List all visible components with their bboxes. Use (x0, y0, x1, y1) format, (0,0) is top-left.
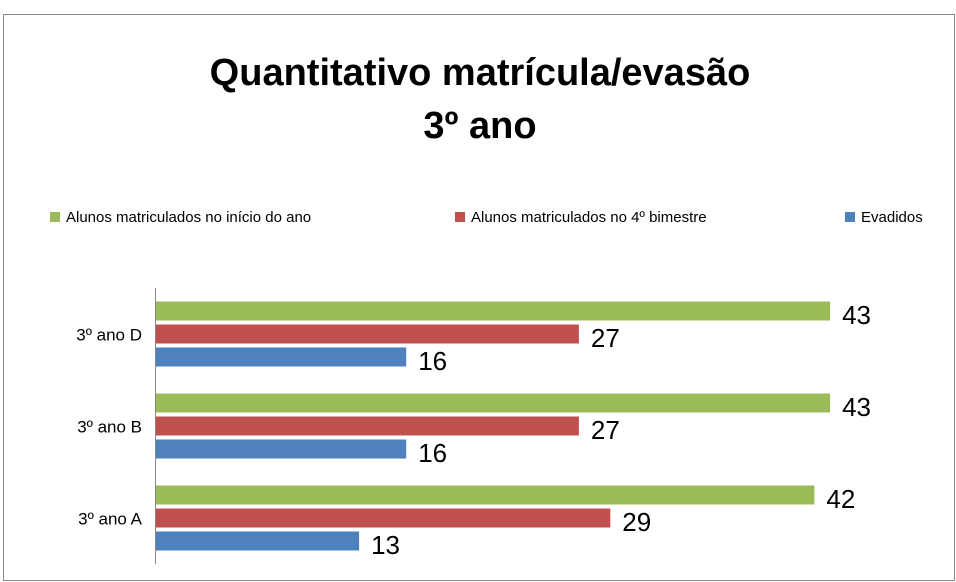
legend-swatch (455, 212, 465, 222)
bar (155, 416, 579, 436)
legend-label: Alunos matriculados no 4º bimestre (471, 209, 707, 226)
data-label: 42 (826, 484, 855, 514)
bar (155, 347, 407, 367)
data-label: 43 (842, 392, 871, 422)
data-label: 16 (418, 438, 447, 468)
chart-title: 3º ano (423, 105, 536, 147)
legend-label: Alunos matriculados no início do ano (66, 209, 311, 226)
bar (155, 393, 831, 413)
data-label: 16 (418, 346, 447, 376)
bar (155, 508, 611, 528)
data-label: 43 (842, 300, 871, 330)
bar (155, 301, 831, 321)
data-label: 13 (371, 530, 400, 560)
y-tick-label: 3º ano B (77, 417, 142, 436)
bar (155, 531, 360, 551)
chart-title: Quantitativo matrícula/evasão (210, 52, 751, 94)
data-label: 27 (591, 415, 620, 445)
bar (155, 439, 407, 459)
y-tick-label: 3º ano D (76, 325, 142, 344)
data-label: 27 (591, 323, 620, 353)
y-tick-label: 3º ano A (78, 509, 143, 528)
legend-swatch (50, 212, 60, 222)
bar (155, 485, 815, 505)
legend-swatch (845, 212, 855, 222)
data-label: 29 (622, 507, 651, 537)
legend-label: Evadidos (861, 209, 923, 226)
bar (155, 324, 579, 344)
